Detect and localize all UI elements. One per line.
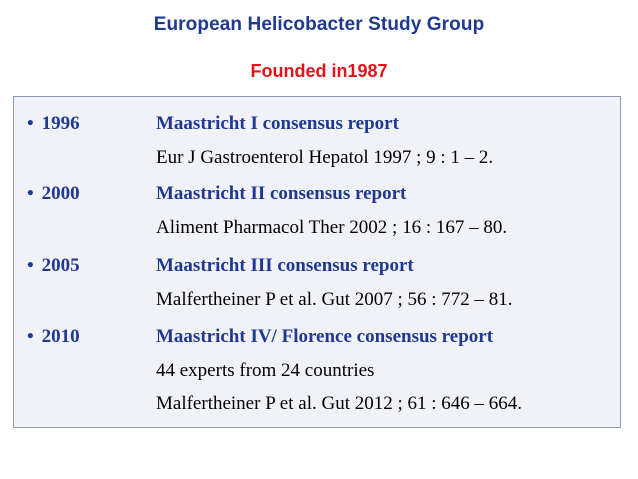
report-title: Maastricht I consensus report bbox=[156, 113, 399, 134]
report-title: Maastricht III consensus report bbox=[156, 255, 414, 276]
report-title: Maastricht IV/ Florence consensus report bbox=[156, 326, 494, 347]
year-label: • 2005 bbox=[27, 255, 80, 277]
report-expert-count: 44 experts from 24 countries bbox=[156, 360, 375, 381]
bullet-icon: • bbox=[27, 113, 34, 134]
year-label: • 2010 bbox=[27, 326, 80, 348]
founded-subtitle: Founded in1987 bbox=[250, 61, 388, 81]
year-value: 2000 bbox=[41, 183, 80, 204]
consensus-reports-panel: • 1996 Maastricht I consensus report Eur … bbox=[13, 96, 621, 428]
report-reference: Malfertheiner P et al. Gut 2012 ; 61 : 6… bbox=[156, 393, 523, 414]
bullet-icon: • bbox=[27, 255, 34, 276]
year-value: 1996 bbox=[41, 113, 80, 134]
slide-title: European Helicobacter Study Group bbox=[153, 14, 485, 35]
year-label: • 1996 bbox=[27, 113, 80, 135]
report-reference: Eur J Gastroenterol Hepatol 1997 ; 9 : 1… bbox=[156, 147, 494, 168]
report-reference: Malfertheiner P et al. Gut 2007 ; 56 : 7… bbox=[156, 289, 513, 310]
report-reference: Aliment Pharmacol Ther 2002 ; 16 : 167 –… bbox=[156, 217, 508, 238]
year-label: • 2000 bbox=[27, 183, 80, 205]
year-value: 2010 bbox=[41, 326, 80, 347]
bullet-icon: • bbox=[27, 183, 34, 204]
report-title: Maastricht II consensus report bbox=[156, 183, 407, 204]
bullet-icon: • bbox=[27, 326, 34, 347]
year-value: 2005 bbox=[41, 255, 80, 276]
